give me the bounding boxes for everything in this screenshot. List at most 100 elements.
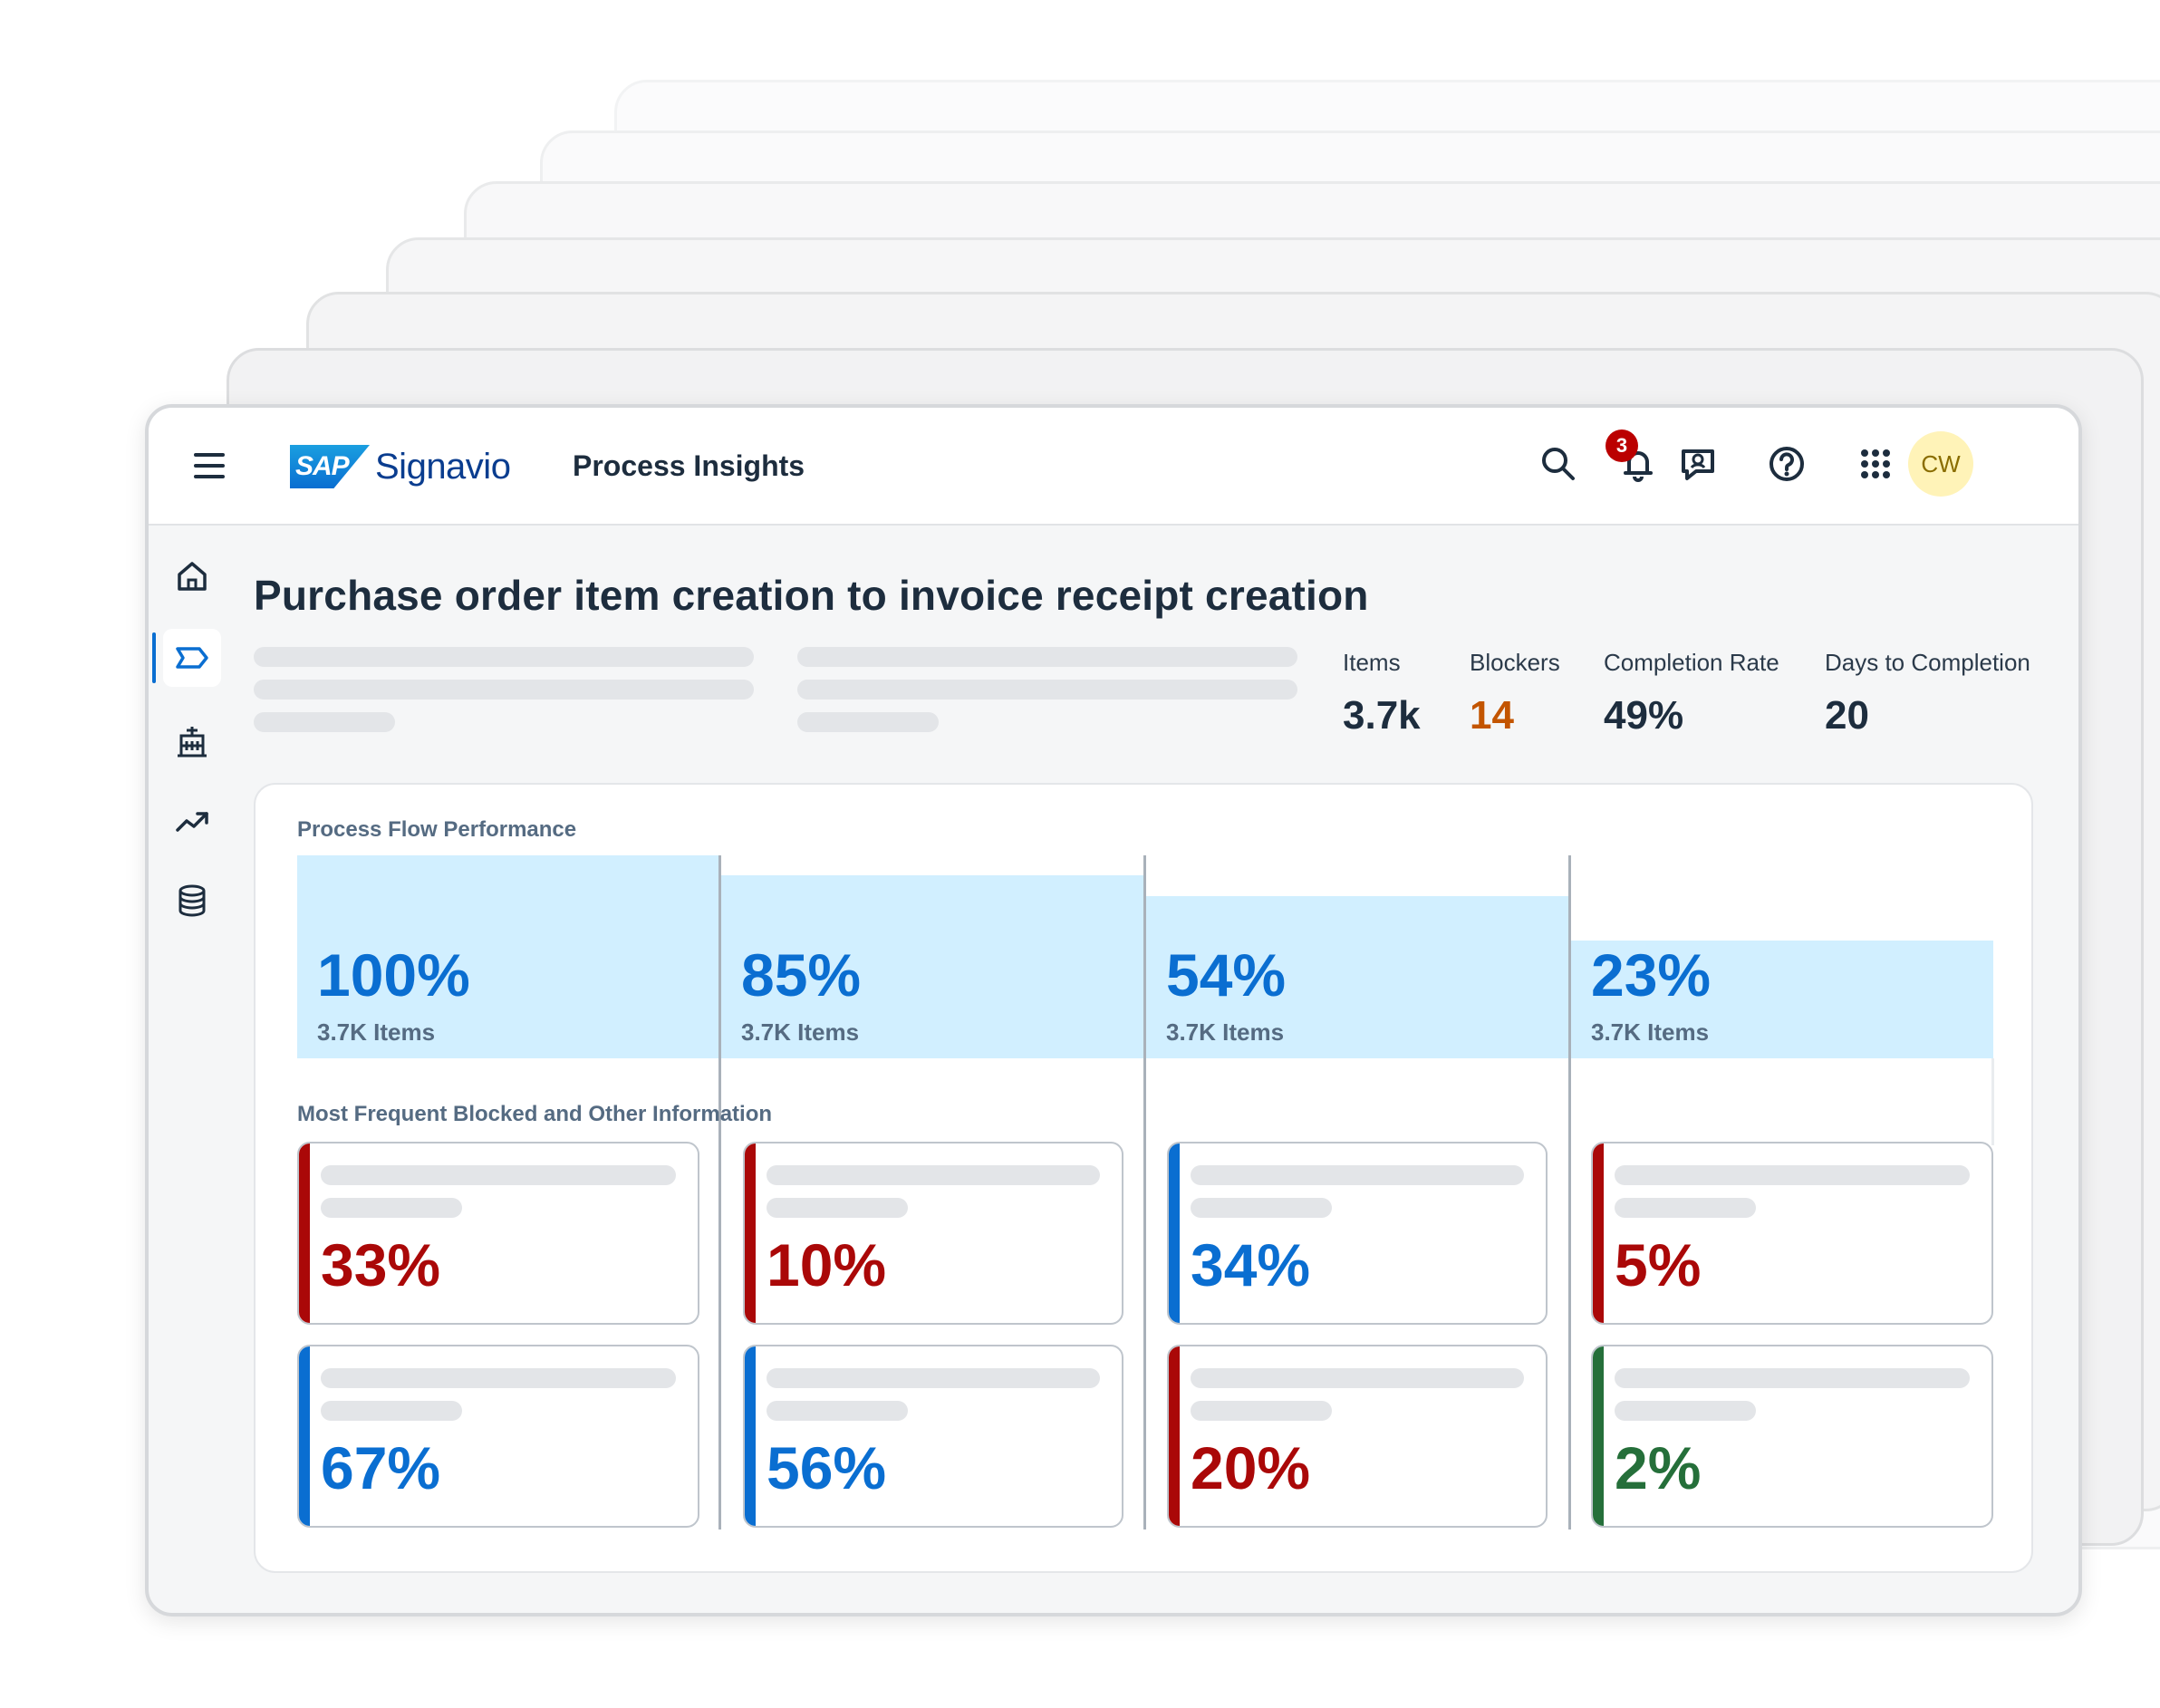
status-accent: [745, 1143, 756, 1323]
blocked-percent: 34%: [1191, 1231, 1311, 1298]
notifications-button[interactable]: 3: [1606, 429, 1660, 486]
column-divider: [1568, 855, 1571, 1529]
help-icon[interactable]: [1765, 442, 1808, 486]
skeleton-line: [321, 1401, 462, 1421]
flow-step-percent: 54%: [1166, 941, 1287, 1008]
kpi-label: Blockers: [1470, 649, 1560, 676]
database-icon: [178, 884, 206, 917]
blocked-info-card[interactable]: 33%: [297, 1142, 699, 1325]
sap-signavio-logo[interactable]: SAP Signavio: [290, 442, 511, 491]
blocked-percent: 10%: [767, 1231, 887, 1298]
skeleton-line: [797, 680, 1297, 700]
blocked-info-card[interactable]: 67%: [297, 1345, 699, 1528]
flow-step-fill: [721, 875, 1143, 1058]
flow-step-items: 3.7K Items: [317, 1018, 436, 1046]
status-accent: [1169, 1346, 1180, 1526]
skeleton-line: [321, 1165, 676, 1185]
menu-icon[interactable]: [194, 453, 225, 478]
process-tag-icon: [176, 647, 208, 669]
skeleton-line: [1191, 1198, 1332, 1218]
skeleton-line: [254, 712, 395, 732]
skeleton-line: [767, 1401, 908, 1421]
search-icon[interactable]: [1537, 442, 1580, 486]
flow-step-fill: [1146, 895, 1568, 1058]
skeleton-line: [1191, 1401, 1332, 1421]
home-icon: [178, 562, 207, 591]
app-window: SAP Signavio Process Insights 3 CW: [145, 404, 2082, 1616]
column-divider: [718, 855, 721, 1529]
skeleton-line: [1615, 1368, 1970, 1388]
nav-process[interactable]: [163, 629, 221, 687]
nav-trend[interactable]: [163, 792, 221, 850]
flow-step-percent: 100%: [317, 941, 470, 1008]
skeleton-line: [1615, 1401, 1756, 1421]
process-flow-card: Process Flow Performance 100% 3.7K Items…: [254, 783, 2033, 1573]
trend-up-icon: [176, 812, 208, 832]
active-nav-indicator: [152, 632, 156, 683]
blocked-percent: 20%: [1191, 1434, 1311, 1501]
blocked-percent: 56%: [767, 1434, 887, 1501]
status-accent: [299, 1143, 310, 1323]
kpi-label: Items: [1343, 649, 1401, 676]
blocked-info-card[interactable]: 20%: [1167, 1345, 1548, 1528]
skeleton-line: [767, 1165, 1100, 1185]
flow-step[interactable]: 54% 3.7K Items: [1146, 855, 1568, 1058]
section-title-blocked: Most Frequent Blocked and Other Informat…: [297, 1102, 773, 1126]
blocked-info-card[interactable]: 34%: [1167, 1142, 1548, 1325]
blocked-percent: 5%: [1615, 1231, 1702, 1298]
column-divider: [1143, 855, 1146, 1529]
skeleton-line: [767, 1368, 1100, 1388]
blocked-percent: 33%: [321, 1231, 441, 1298]
flow-step-percent: 23%: [1591, 941, 1712, 1008]
kpi-days-to-completion: Days to Completion 20: [1825, 649, 2030, 738]
side-navigation: [149, 526, 239, 1613]
brand-name: Signavio: [375, 446, 511, 487]
blocked-info-card[interactable]: 2%: [1591, 1345, 1993, 1528]
status-accent: [1593, 1143, 1604, 1323]
status-accent: [299, 1346, 310, 1526]
skeleton-line: [1191, 1165, 1524, 1185]
feedback-icon[interactable]: [1676, 442, 1720, 486]
page-title: Purchase order item creation to invoice …: [254, 572, 1369, 619]
app-grid-icon[interactable]: [1854, 442, 1897, 486]
blocked-percent: 67%: [321, 1434, 441, 1501]
blocked-info-card[interactable]: 5%: [1591, 1142, 1993, 1325]
skeleton-line: [1615, 1198, 1756, 1218]
skeleton-line: [254, 680, 754, 700]
flow-step-items: 3.7K Items: [1591, 1018, 1710, 1046]
skeleton-line: [767, 1198, 908, 1218]
skeleton-line: [321, 1368, 676, 1388]
kpi-value: 14: [1470, 693, 1514, 738]
blocked-percent: 2%: [1615, 1434, 1702, 1501]
nav-data[interactable]: [163, 872, 221, 930]
skeleton-line: [797, 712, 939, 732]
blocked-info-card[interactable]: 56%: [743, 1345, 1123, 1528]
flow-step-items: 3.7K Items: [1166, 1018, 1285, 1046]
nav-organization[interactable]: [163, 712, 221, 770]
skeleton-line: [1615, 1165, 1970, 1185]
skeleton-line: [254, 647, 754, 667]
kpi-value: 3.7k: [1343, 693, 1421, 738]
blocked-info-card[interactable]: 10%: [743, 1142, 1123, 1325]
shell-bar: SAP Signavio Process Insights 3 CW: [149, 408, 2078, 526]
buildings-icon: [178, 727, 207, 758]
flow-step-fill: [297, 855, 719, 1058]
section-title-process-flow: Process Flow Performance: [297, 817, 577, 842]
kpi-label: Days to Completion: [1825, 649, 2030, 676]
kpi-blockers: Blockers 14: [1470, 649, 1560, 738]
notification-badge: 3: [1606, 429, 1638, 462]
skeleton-line: [1191, 1368, 1524, 1388]
nav-home[interactable]: [163, 547, 221, 605]
kpi-value: 49%: [1604, 693, 1684, 738]
column-divider: [1991, 1058, 1994, 1145]
flow-step[interactable]: 85% 3.7K Items: [721, 855, 1143, 1058]
skeleton-line: [797, 647, 1297, 667]
flow-step[interactable]: 23% 3.7K Items: [1571, 855, 1993, 1058]
status-accent: [1169, 1143, 1180, 1323]
flow-step[interactable]: 100% 3.7K Items: [297, 855, 719, 1058]
product-title: Process Insights: [573, 449, 805, 482]
kpi-label: Completion Rate: [1604, 649, 1779, 676]
user-avatar[interactable]: CW: [1908, 431, 1973, 497]
skeleton-line: [321, 1198, 462, 1218]
status-accent: [745, 1346, 756, 1526]
